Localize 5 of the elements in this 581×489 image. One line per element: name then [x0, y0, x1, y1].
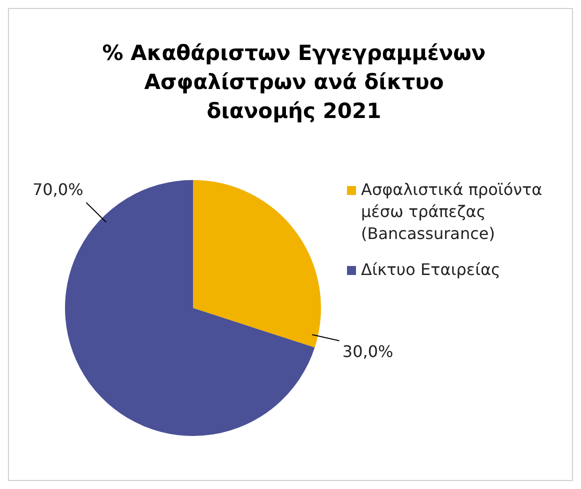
data-label: 70,0%	[32, 180, 84, 199]
chart-title: % Ακαθάριστων Εγγεγραμμένων Ασφαλίστρων ανά δίκτυο διανομής 2021	[101, 40, 487, 125]
legend-label: Δίκτυο Εταιρείας	[361, 259, 500, 281]
legend-label: Ασφαλιστικά προϊόντα μέσω τράπεζας (Bancassurance)	[361, 179, 544, 245]
data-label: 30,0%	[342, 342, 394, 361]
